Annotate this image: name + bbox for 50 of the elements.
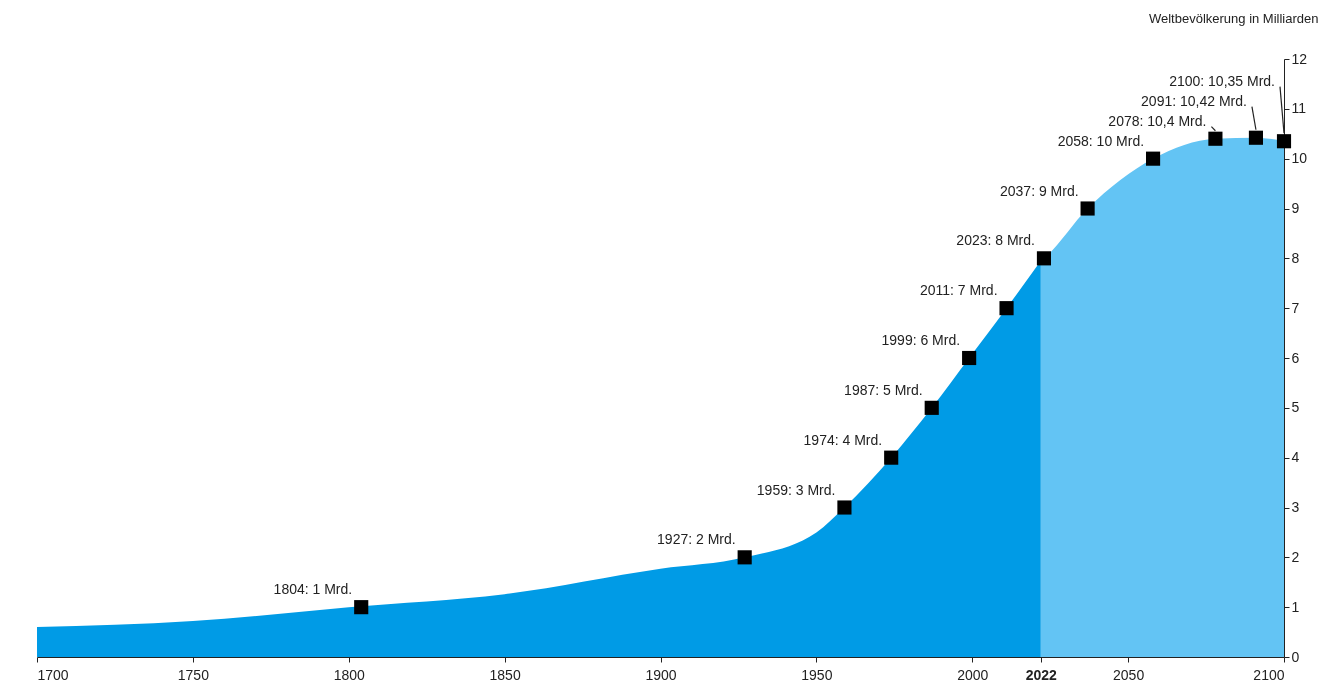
- y-tick-label: 10: [1291, 150, 1308, 167]
- data-label: 1974: 4 Mrd.: [803, 431, 883, 448]
- point: [962, 350, 977, 366]
- point: [1276, 134, 1292, 149]
- data-label: 2091: 10,42 Mrd.: [1141, 92, 1247, 109]
- y-tick-label: 11: [1291, 100, 1307, 117]
- x-tick-label: 1800: [333, 666, 366, 683]
- data-label: 2037: 9 Mrd.: [999, 182, 1079, 199]
- y-tick-label: 6: [1291, 349, 1300, 366]
- point: [837, 500, 852, 515]
- data-label: 1959: 3 Mrd.: [756, 481, 836, 498]
- x-tick-label: 2022: [1025, 666, 1058, 683]
- y-tick-label: 12: [1291, 50, 1308, 67]
- x-tick-label: 2100: [1253, 666, 1285, 683]
- x-tick-label: 1700: [37, 666, 69, 683]
- x-tick-label: 2000: [957, 666, 989, 683]
- data-label: 2011: 7 Mrd.: [919, 282, 998, 299]
- point: [999, 301, 1014, 316]
- data-label: 1999: 6 Mrd.: [881, 332, 961, 348]
- y-tick-label: 5: [1291, 399, 1300, 416]
- x-tick-label: 1900: [645, 666, 677, 683]
- point: [354, 600, 369, 615]
- y-tick-label: 4: [1291, 449, 1300, 466]
- y-axis-title: Weltbevölkerung in Milliarden: [1148, 10, 1319, 26]
- data-label: 2078: 10,4 Mrd.: [1108, 112, 1207, 129]
- x-tick-label: 1850: [489, 666, 521, 683]
- point: [1248, 130, 1264, 145]
- x-tick-label: 1950: [801, 666, 833, 683]
- point: [1208, 131, 1223, 146]
- point: [884, 450, 899, 465]
- point: [1080, 201, 1095, 216]
- y-tick-label: 7: [1291, 299, 1300, 316]
- point: [924, 400, 939, 415]
- data-label: 1927: 2 Mrd.: [657, 531, 736, 548]
- point: [1145, 151, 1161, 166]
- x-tick-label: 2050: [1113, 666, 1145, 683]
- data-label: 1804: 1 Mrd.: [273, 581, 353, 598]
- data-label: 1987: 5 Mrd.: [844, 381, 923, 398]
- point: [1036, 251, 1052, 266]
- y-tick-label: 1: [1291, 598, 1300, 615]
- point: [737, 550, 752, 565]
- y-tick-label: 2: [1291, 548, 1300, 565]
- data-label: 2058: 10 Mrd.: [1057, 132, 1145, 149]
- data-label: 2100: 10,35 Mrd.: [1169, 72, 1275, 89]
- data-label: 2023: 8 Mrd.: [956, 232, 1035, 249]
- y-tick-label: 8: [1291, 249, 1300, 266]
- y-tick-label: 0: [1291, 648, 1300, 665]
- y-tick-label: 9: [1291, 200, 1300, 216]
- x-tick-label: 1750: [177, 666, 210, 683]
- y-tick-label: 3: [1291, 499, 1300, 515]
